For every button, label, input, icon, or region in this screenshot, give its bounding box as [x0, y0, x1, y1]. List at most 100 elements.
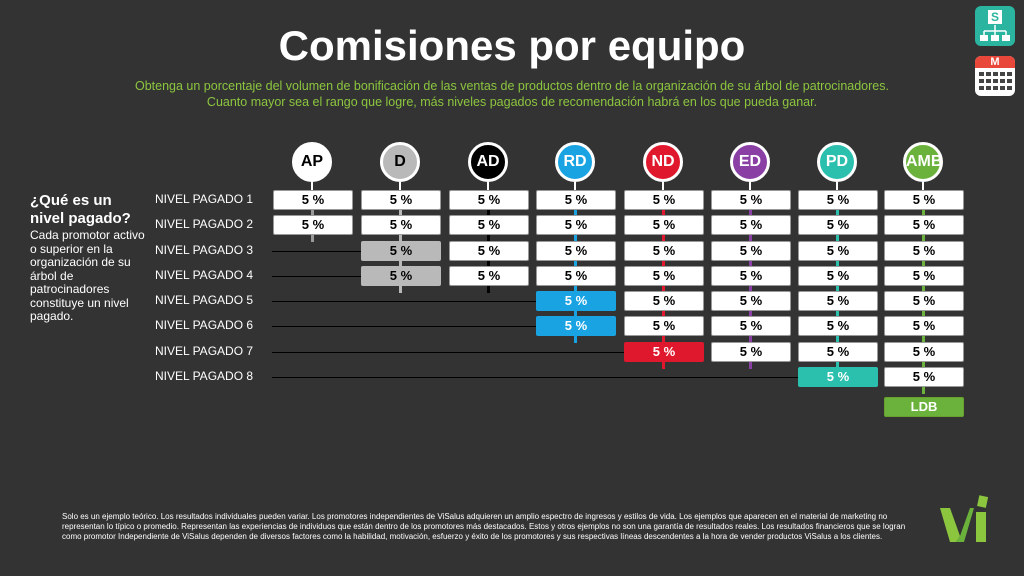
column-connector [749, 210, 752, 217]
sponsor-tree-letter: S [988, 10, 1002, 24]
column-connector [487, 261, 490, 268]
column-connector [922, 261, 925, 268]
level-label: NIVEL PAGADO 4 [155, 268, 254, 282]
column-connector [922, 336, 925, 343]
rank-circle-rd: RD [555, 142, 595, 182]
commission-cell: 5 % [624, 190, 704, 210]
column-connector [922, 235, 925, 242]
column-connector [922, 387, 925, 394]
question-title: ¿Qué es un nivel pagado? [30, 192, 131, 227]
level-label: NIVEL PAGADO 5 [155, 293, 254, 307]
commission-cell: 5 % [536, 291, 616, 311]
column-connector [836, 362, 839, 369]
level-line [272, 377, 798, 378]
commission-cell: 5 % [449, 215, 529, 235]
column-connector [922, 286, 925, 293]
commission-cell: 5 % [884, 342, 964, 362]
commission-cell: 5 % [798, 342, 878, 362]
column-connector [487, 286, 490, 293]
rank-stem [399, 182, 401, 192]
commission-cell: 5 % [624, 342, 704, 362]
commission-cell: 5 % [711, 291, 791, 311]
column-connector [836, 336, 839, 343]
level-line [272, 276, 361, 277]
column-connector [311, 235, 314, 242]
commission-cell: 5 % [449, 241, 529, 261]
column-connector [399, 286, 402, 293]
column-connector [922, 362, 925, 369]
commission-cell: 5 % [536, 215, 616, 235]
commission-cell: 5 % [624, 266, 704, 286]
commission-cell: 5 % [361, 215, 441, 235]
commission-cell: 5 % [884, 241, 964, 261]
column-connector [311, 210, 314, 217]
subtitle-line-2: Cuanto mayor sea el rango que logre, más… [206, 95, 818, 109]
page-title: Comisiones por equipo [278, 22, 746, 69]
column-connector [662, 210, 665, 217]
column-connector [749, 362, 752, 369]
visalus-logo-mark [940, 495, 989, 542]
column-connector [836, 311, 839, 318]
commission-cell: 5 % [798, 266, 878, 286]
calendar-grid [979, 72, 1012, 90]
commission-cell: 5 % [624, 215, 704, 235]
rank-stem [662, 182, 664, 192]
level-label: NIVEL PAGADO 6 [155, 318, 254, 332]
rank-stem [922, 182, 924, 192]
column-connector [574, 261, 577, 268]
commission-cell: 5 % [884, 316, 964, 336]
column-connector [574, 235, 577, 242]
commission-cell: 5 % [711, 190, 791, 210]
rank-circle-pd: PD [817, 142, 857, 182]
column-connector [922, 311, 925, 318]
column-connector [487, 235, 490, 242]
level-line [272, 352, 624, 353]
rank-circle-ap: AP [292, 142, 332, 182]
column-connector [574, 210, 577, 217]
rank-circle-nd: ND [643, 142, 683, 182]
column-connector [749, 235, 752, 242]
commission-cell: 5 % [536, 266, 616, 286]
level-label: NIVEL PAGADO 2 [155, 217, 254, 231]
column-connector [662, 311, 665, 318]
calendar-icon[interactable]: M [975, 56, 1015, 96]
rank-stem [749, 182, 751, 192]
column-connector [662, 261, 665, 268]
column-connector [836, 235, 839, 242]
column-connector [399, 235, 402, 242]
tree-lines [980, 25, 1010, 41]
column-connector [749, 286, 752, 293]
level-line [272, 301, 536, 302]
column-connector [399, 261, 402, 268]
column-connector [662, 336, 665, 343]
column-connector [836, 210, 839, 217]
rank-stem [311, 182, 313, 192]
rank-stem [574, 182, 576, 192]
level-label: NIVEL PAGADO 7 [155, 344, 254, 358]
rank-circle-d: D [380, 142, 420, 182]
commission-cell: 5 % [361, 241, 441, 261]
commission-cell: 5 % [711, 342, 791, 362]
question-body: Cada promotor activo o superior en la or… [30, 228, 145, 323]
commission-cell: 5 % [798, 241, 878, 261]
level-line [272, 251, 361, 252]
column-connector [574, 286, 577, 293]
commission-cell: 5 % [536, 241, 616, 261]
rank-circle-ad: AD [468, 142, 508, 182]
subtitle: Obtenga un porcentaje del volumen de bon… [60, 78, 964, 110]
column-connector [399, 210, 402, 217]
commission-cell: 5 % [536, 316, 616, 336]
commission-cell: 5 % [711, 316, 791, 336]
rank-circle-ed: ED [730, 142, 770, 182]
commission-cell: 5 % [884, 291, 964, 311]
subtitle-line-1: Obtenga un porcentaje del volumen de bon… [135, 79, 889, 93]
commission-cell: 5 % [711, 266, 791, 286]
commission-cell: 5 % [536, 190, 616, 210]
ldb-badge: LDB [884, 397, 964, 417]
level-label: NIVEL PAGADO 1 [155, 192, 254, 206]
sponsor-tree-icon[interactable]: S [975, 6, 1015, 46]
commission-cell: 5 % [884, 215, 964, 235]
commission-cell: 5 % [624, 241, 704, 261]
rank-stem [836, 182, 838, 192]
commission-cell: 5 % [624, 291, 704, 311]
